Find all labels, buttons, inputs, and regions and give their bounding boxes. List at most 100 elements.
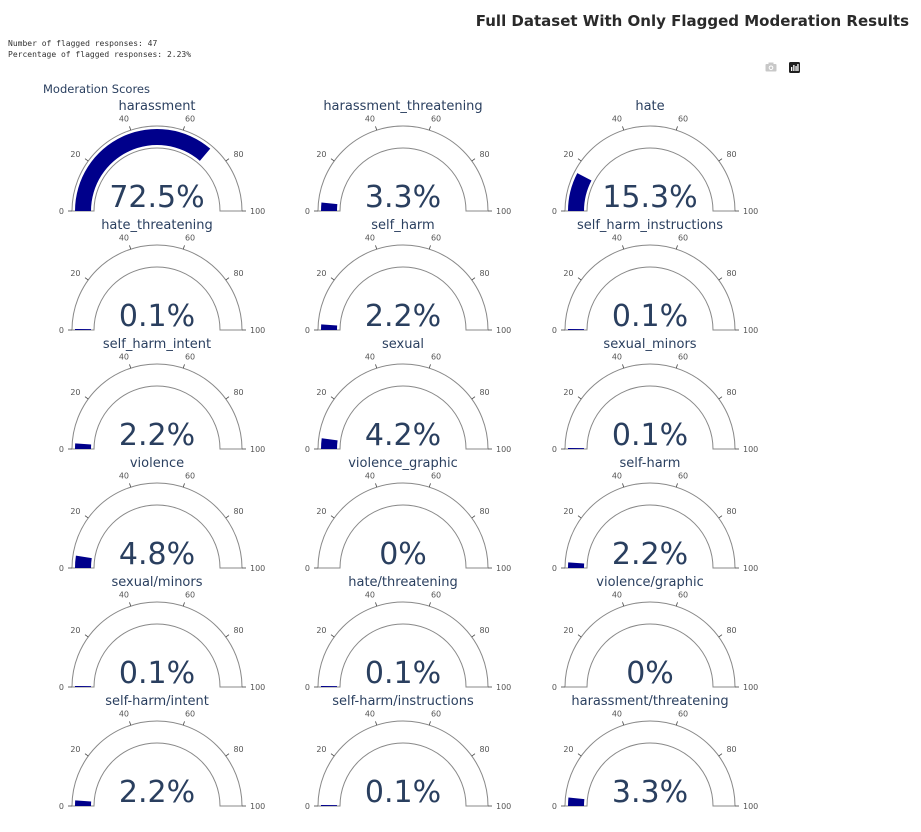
- gauge-tick-label: 40: [365, 472, 375, 481]
- chart-toolbar: [764, 60, 801, 74]
- gauge-tick-mark: [428, 602, 431, 607]
- gauge-tick-mark: [428, 364, 431, 369]
- gauge-tick-mark: [428, 483, 431, 488]
- gauge: 0 20 40 60 80 100 harassment/threatening 3.3%: [552, 694, 758, 811]
- gauge-tick-label: 40: [119, 353, 129, 362]
- gauge-tick-label: 100: [496, 326, 511, 335]
- gauge-value-number: 2.2%: [119, 418, 195, 453]
- gauge-tick-mark: [622, 245, 625, 250]
- gauge-tick-mark: [622, 126, 625, 131]
- gauge-tick-label: 20: [563, 388, 573, 397]
- gauge-tick-label: 80: [479, 269, 489, 278]
- gauge-title: violence/graphic: [596, 575, 703, 590]
- gauge-tick-mark: [577, 753, 582, 757]
- gauge-tick-label: 0: [59, 445, 64, 454]
- gauge-tick-label: 100: [496, 207, 511, 216]
- gauge-tick-label: 20: [563, 150, 573, 159]
- gauge-value-number: 4.2%: [365, 418, 441, 453]
- gauge-tick-label: 60: [185, 472, 195, 481]
- gauge-tick-label: 60: [431, 353, 441, 362]
- gauge-tick-mark: [330, 753, 335, 757]
- gauge-value-number: 15.3%: [602, 180, 697, 215]
- gauge: 0 20 40 60 80 100 self_harm_intent 2.2%: [59, 337, 265, 454]
- gauge-tick-label: 20: [316, 388, 326, 397]
- gauge-tick-mark: [675, 364, 678, 369]
- gauge-tick-mark: [471, 515, 476, 519]
- gauge: 0 20 40 60 80 100 sexual_minors 0.1%: [552, 337, 758, 454]
- gauge-tick-label: 100: [743, 683, 758, 692]
- gauge-value-number: 0%: [626, 656, 674, 691]
- gauge-tick-label: 0: [59, 802, 64, 811]
- plotly-logo-icon[interactable]: [787, 60, 801, 74]
- gauge-tick-label: 80: [479, 388, 489, 397]
- gauge-tick-mark: [129, 245, 132, 250]
- gauge-tick-label: 0: [305, 445, 310, 454]
- gauge-value-bar: [75, 443, 92, 449]
- gauge-tick-label: 80: [726, 269, 736, 278]
- gauge-title: harassment/threatening: [571, 694, 728, 709]
- gauge-tick-mark: [225, 277, 230, 281]
- gauge-tick-mark: [675, 126, 678, 131]
- gauge: 0 20 40 60 80 100 violence_graphic 0%: [305, 456, 511, 573]
- gauge-tick-label: 40: [119, 472, 129, 481]
- gauge-tick-label: 80: [233, 150, 243, 159]
- gauge-tick-mark: [718, 277, 723, 281]
- gauge-tick-mark: [375, 364, 378, 369]
- gauge-arc-outline: [317, 125, 489, 212]
- gauge-tick-label: 20: [563, 507, 573, 516]
- gauge-tick-label: 20: [316, 269, 326, 278]
- gauge-value-bar: [75, 129, 211, 211]
- gauge-value-bar: [321, 804, 338, 806]
- gauge-tick-label: 60: [431, 591, 441, 600]
- gauge-tick-label: 100: [743, 802, 758, 811]
- page-title: Full Dataset With Only Flagged Moderatio…: [475, 12, 909, 30]
- gauge-arc-outline: [564, 363, 736, 450]
- gauge-title: hate: [635, 99, 664, 114]
- gauge-tick-label: 100: [250, 802, 265, 811]
- gauge-value-number: 2.2%: [365, 299, 441, 334]
- gauge-tick-label: 60: [185, 115, 195, 124]
- gauge-tick-label: 80: [233, 626, 243, 635]
- gauge-tick-label: 0: [59, 326, 64, 335]
- gauge-tick-mark: [471, 158, 476, 162]
- gauge-arc-outline: [317, 482, 489, 569]
- gauge: 0 20 40 60 80 100 sexual/minors 0.1%: [59, 575, 265, 692]
- gauge-arc-outline: [71, 482, 243, 569]
- gauge-tick-mark: [129, 126, 132, 131]
- gauge-tick-label: 20: [316, 150, 326, 159]
- gauge-tick-mark: [375, 721, 378, 726]
- gauge-tick-mark: [84, 277, 89, 281]
- gauge-tick-label: 40: [119, 234, 129, 243]
- gauge-tick-mark: [622, 602, 625, 607]
- gauge-tick-mark: [428, 245, 431, 250]
- gauge-tick-label: 20: [316, 507, 326, 516]
- gauge-value-number: 0.1%: [119, 299, 195, 334]
- gauge-tick-label: 60: [431, 472, 441, 481]
- gauge-tick-label: 100: [496, 445, 511, 454]
- gauge-tick-label: 100: [743, 326, 758, 335]
- gauge-tick-mark: [182, 364, 185, 369]
- gauge-tick-label: 40: [119, 591, 129, 600]
- gauge-tick-label: 100: [743, 564, 758, 573]
- gauge-tick-label: 100: [496, 802, 511, 811]
- flagged-stats: Number of flagged responses: 47 Percenta…: [8, 38, 191, 60]
- gauge-tick-label: 60: [185, 353, 195, 362]
- gauge-tick-label: 100: [743, 445, 758, 454]
- gauge-tick-label: 0: [305, 207, 310, 216]
- gauge-value-bar: [321, 324, 338, 330]
- gauge-value-number: 0%: [379, 537, 427, 572]
- gauge-tick-label: 60: [678, 591, 688, 600]
- gauge-value-number: 3.3%: [612, 775, 688, 810]
- gauge-value-bar: [568, 797, 585, 806]
- gauge: 0 20 40 60 80 100 hate/threatening 0.1%: [305, 575, 511, 692]
- gauge-value-number: 0.1%: [612, 299, 688, 334]
- gauge-tick-mark: [375, 483, 378, 488]
- gauge-tick-mark: [622, 483, 625, 488]
- gauge-tick-label: 80: [479, 626, 489, 635]
- gauge-tick-label: 80: [726, 150, 736, 159]
- camera-icon[interactable]: [764, 60, 778, 74]
- gauge-tick-label: 60: [431, 710, 441, 719]
- gauge-tick-mark: [330, 158, 335, 162]
- gauge-tick-label: 0: [59, 683, 64, 692]
- gauge: 0 20 40 60 80 100 self_harm_instructions 0.1%: [552, 218, 758, 335]
